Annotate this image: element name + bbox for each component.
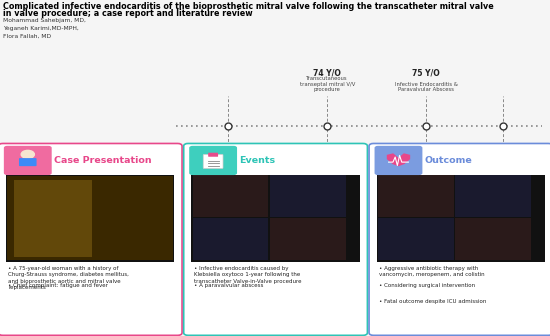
FancyBboxPatch shape <box>0 143 182 335</box>
FancyBboxPatch shape <box>369 143 550 335</box>
Text: Multiple splenic
infarcts: Multiple splenic infarcts <box>405 158 447 169</box>
Circle shape <box>21 150 34 158</box>
Text: 75 Y/O: 75 Y/O <box>490 175 517 184</box>
FancyBboxPatch shape <box>204 154 223 169</box>
Text: Infective Endocarditis &
Paravalvular Abscess: Infective Endocarditis & Paravalvular Ab… <box>395 82 458 92</box>
Text: Events: Events <box>239 156 276 165</box>
FancyBboxPatch shape <box>189 146 237 175</box>
Text: • Infective endocarditis caused by
Klebsiella oxytoco 1-year following the
trans: • Infective endocarditis caused by Klebs… <box>194 266 301 284</box>
Text: • Chief complaint: fatigue and fever: • Chief complaint: fatigue and fever <box>8 283 108 288</box>
Text: Mohammad Sahebjam, MD,
Yeganeh Karimi,MD-MPH,
Flora Fallah, MD: Mohammad Sahebjam, MD, Yeganeh Karimi,MD… <box>3 18 86 38</box>
Text: • Fatal outcome despite ICU admission: • Fatal outcome despite ICU admission <box>379 299 486 304</box>
FancyBboxPatch shape <box>455 175 531 217</box>
Text: Transcutaneous
transeptal mitral V/V
procedure: Transcutaneous transeptal mitral V/V pro… <box>300 76 355 92</box>
FancyBboxPatch shape <box>377 175 545 262</box>
FancyBboxPatch shape <box>4 146 52 175</box>
Text: • A 75-year-old woman with a history of
Churg-Strauss syndrome, diabetes mellitu: • A 75-year-old woman with a history of … <box>8 266 129 290</box>
FancyBboxPatch shape <box>191 175 360 262</box>
FancyBboxPatch shape <box>184 143 367 335</box>
Text: in valve procedure; a case report and literature review: in valve procedure; a case report and li… <box>3 9 252 18</box>
Text: Aortic and mitral valve
replacement surgeries: Aortic and mitral valve replacement surg… <box>198 158 258 169</box>
Text: Death: Death <box>495 158 512 163</box>
Text: 75 Y/O: 75 Y/O <box>412 68 440 77</box>
Text: • A paravalvular abscess: • A paravalvular abscess <box>194 283 263 288</box>
FancyBboxPatch shape <box>19 158 36 166</box>
Text: • Considering surgical intervention: • Considering surgical intervention <box>379 283 475 288</box>
FancyBboxPatch shape <box>378 175 454 217</box>
FancyBboxPatch shape <box>378 218 454 260</box>
FancyBboxPatch shape <box>270 218 345 260</box>
FancyBboxPatch shape <box>208 153 218 157</box>
Text: Outcome: Outcome <box>425 156 472 165</box>
FancyBboxPatch shape <box>375 146 422 175</box>
Polygon shape <box>387 154 409 166</box>
FancyBboxPatch shape <box>192 218 268 260</box>
Text: 64 Y/O: 64 Y/O <box>214 175 242 184</box>
FancyBboxPatch shape <box>7 176 173 260</box>
FancyBboxPatch shape <box>192 175 268 217</box>
Text: 74 Y/O: 74 Y/O <box>314 68 341 77</box>
FancyBboxPatch shape <box>270 175 345 217</box>
FancyBboxPatch shape <box>455 218 531 260</box>
Text: • Aggressive antibiotic therapy with
vancomycin, meropenem, and colistin: • Aggressive antibiotic therapy with van… <box>379 266 485 277</box>
Text: 75 Y/O: 75 Y/O <box>412 178 440 187</box>
Text: Case Presentation: Case Presentation <box>54 156 152 165</box>
FancyBboxPatch shape <box>14 180 92 257</box>
FancyBboxPatch shape <box>6 175 174 262</box>
Text: Complicated infective endocarditis of the bioprosthetic mitral valve following t: Complicated infective endocarditis of th… <box>3 2 493 11</box>
